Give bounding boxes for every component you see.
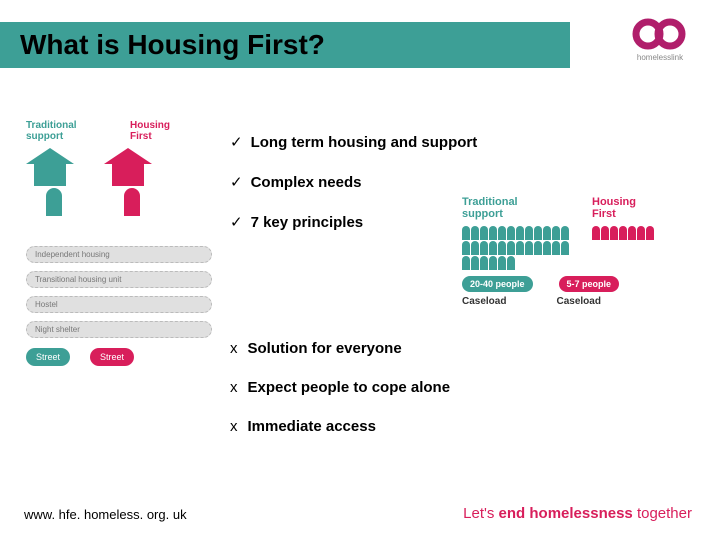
person-icon xyxy=(543,241,551,255)
person-icon xyxy=(637,226,645,240)
x-item: х Expect people to cope alone xyxy=(230,379,450,396)
person-icon xyxy=(480,241,488,255)
person-icon xyxy=(507,241,515,255)
person-icon xyxy=(601,226,609,240)
footer-url: www. hfe. homeless. org. uk xyxy=(24,507,187,522)
person-icon xyxy=(525,241,533,255)
x-text: Immediate access xyxy=(248,418,376,435)
tagline-pre: Let's xyxy=(463,505,498,522)
person-icon xyxy=(498,256,506,270)
person-icon xyxy=(516,241,524,255)
caseload-label-1: Caseload xyxy=(462,296,506,307)
person-icon xyxy=(646,226,654,240)
check-item: ✓ Long term housing and support xyxy=(230,133,477,151)
ladder-steps: Independent housing Transitional housing… xyxy=(26,246,212,338)
person-icon xyxy=(561,241,569,255)
page-title: What is Housing First? xyxy=(0,29,325,61)
person-icon xyxy=(552,241,560,255)
person-icon xyxy=(480,226,488,240)
rg-housing-first-label: HousingFirst xyxy=(592,196,682,220)
person-icon xyxy=(534,241,542,255)
x-text: Expect people to cope alone xyxy=(248,379,451,396)
person-icon xyxy=(619,226,627,240)
tagline-bold: end homelessness xyxy=(499,505,633,522)
person-icon xyxy=(462,226,470,240)
ladder-step: Hostel xyxy=(26,296,212,313)
x-item: х Immediate access xyxy=(230,418,450,435)
person-icon xyxy=(489,256,497,270)
rg-traditional-label: Traditionalsupport xyxy=(462,196,562,220)
person-icon xyxy=(498,226,506,240)
check-icon: ✓ xyxy=(230,173,243,191)
street-badge-pink: Street xyxy=(90,348,134,366)
person-icon xyxy=(471,226,479,240)
footer-tagline: Let's end homelessness together xyxy=(463,505,692,522)
ladder-step: Independent housing xyxy=(26,246,212,263)
person-icon xyxy=(489,226,497,240)
x-item: х Solution for everyone xyxy=(230,340,450,357)
person-icon xyxy=(507,256,515,270)
caseload-label-2: Caseload xyxy=(556,296,600,307)
person-icon xyxy=(462,256,470,270)
person-icon xyxy=(480,256,488,270)
people-grid-traditional xyxy=(462,226,572,270)
col-traditional-label: Traditionalsupport xyxy=(26,120,106,142)
col-housing-first-label: HousingFirst xyxy=(130,120,210,142)
x-text: Solution for everyone xyxy=(248,340,402,357)
ladder-step: Transitional housing unit xyxy=(26,271,212,288)
check-item: ✓ 7 key principles xyxy=(230,213,477,231)
person-icon xyxy=(552,226,560,240)
x-icon: х xyxy=(230,340,238,357)
x-list: х Solution for everyone х Expect people … xyxy=(230,340,450,457)
logo-text: homelesslink xyxy=(637,53,684,62)
check-text: Long term housing and support xyxy=(251,134,478,151)
x-icon: х xyxy=(230,379,238,396)
person-icon xyxy=(628,226,636,240)
person-icon xyxy=(525,226,533,240)
person-icon xyxy=(507,226,515,240)
check-item: ✓ Complex needs xyxy=(230,173,477,191)
caseload-graphic: Traditionalsupport HousingFirst 20-40 pe… xyxy=(462,196,692,307)
person-icon xyxy=(610,226,618,240)
people-grid-housing xyxy=(592,226,662,270)
check-icon: ✓ xyxy=(230,213,243,231)
person-icon xyxy=(543,226,551,240)
badge-housing: 5-7 people xyxy=(559,276,620,292)
person-icon xyxy=(592,226,600,240)
house-pink-icon xyxy=(104,148,152,216)
check-text: Complex needs xyxy=(251,174,362,191)
check-text: 7 key principles xyxy=(251,214,364,231)
person-icon xyxy=(534,226,542,240)
person-icon xyxy=(516,226,524,240)
person-icon xyxy=(489,241,497,255)
comparison-ladder-graphic: Traditionalsupport HousingFirst Independ… xyxy=(26,120,212,366)
check-list: ✓ Long term housing and support ✓ Comple… xyxy=(230,133,477,253)
person-icon xyxy=(471,256,479,270)
person-icon xyxy=(498,241,506,255)
street-badge-teal: Street xyxy=(26,348,70,366)
badge-traditional: 20-40 people xyxy=(462,276,533,292)
person-icon xyxy=(561,226,569,240)
title-bar: What is Housing First? xyxy=(0,22,570,68)
ladder-step: Night shelter xyxy=(26,321,212,338)
check-icon: ✓ xyxy=(230,133,243,151)
person-icon xyxy=(471,241,479,255)
tagline-post: together xyxy=(633,505,692,522)
x-icon: х xyxy=(230,418,238,435)
homelesslink-logo: homelesslink xyxy=(630,18,690,71)
house-teal-icon xyxy=(26,148,74,216)
person-icon xyxy=(462,241,470,255)
